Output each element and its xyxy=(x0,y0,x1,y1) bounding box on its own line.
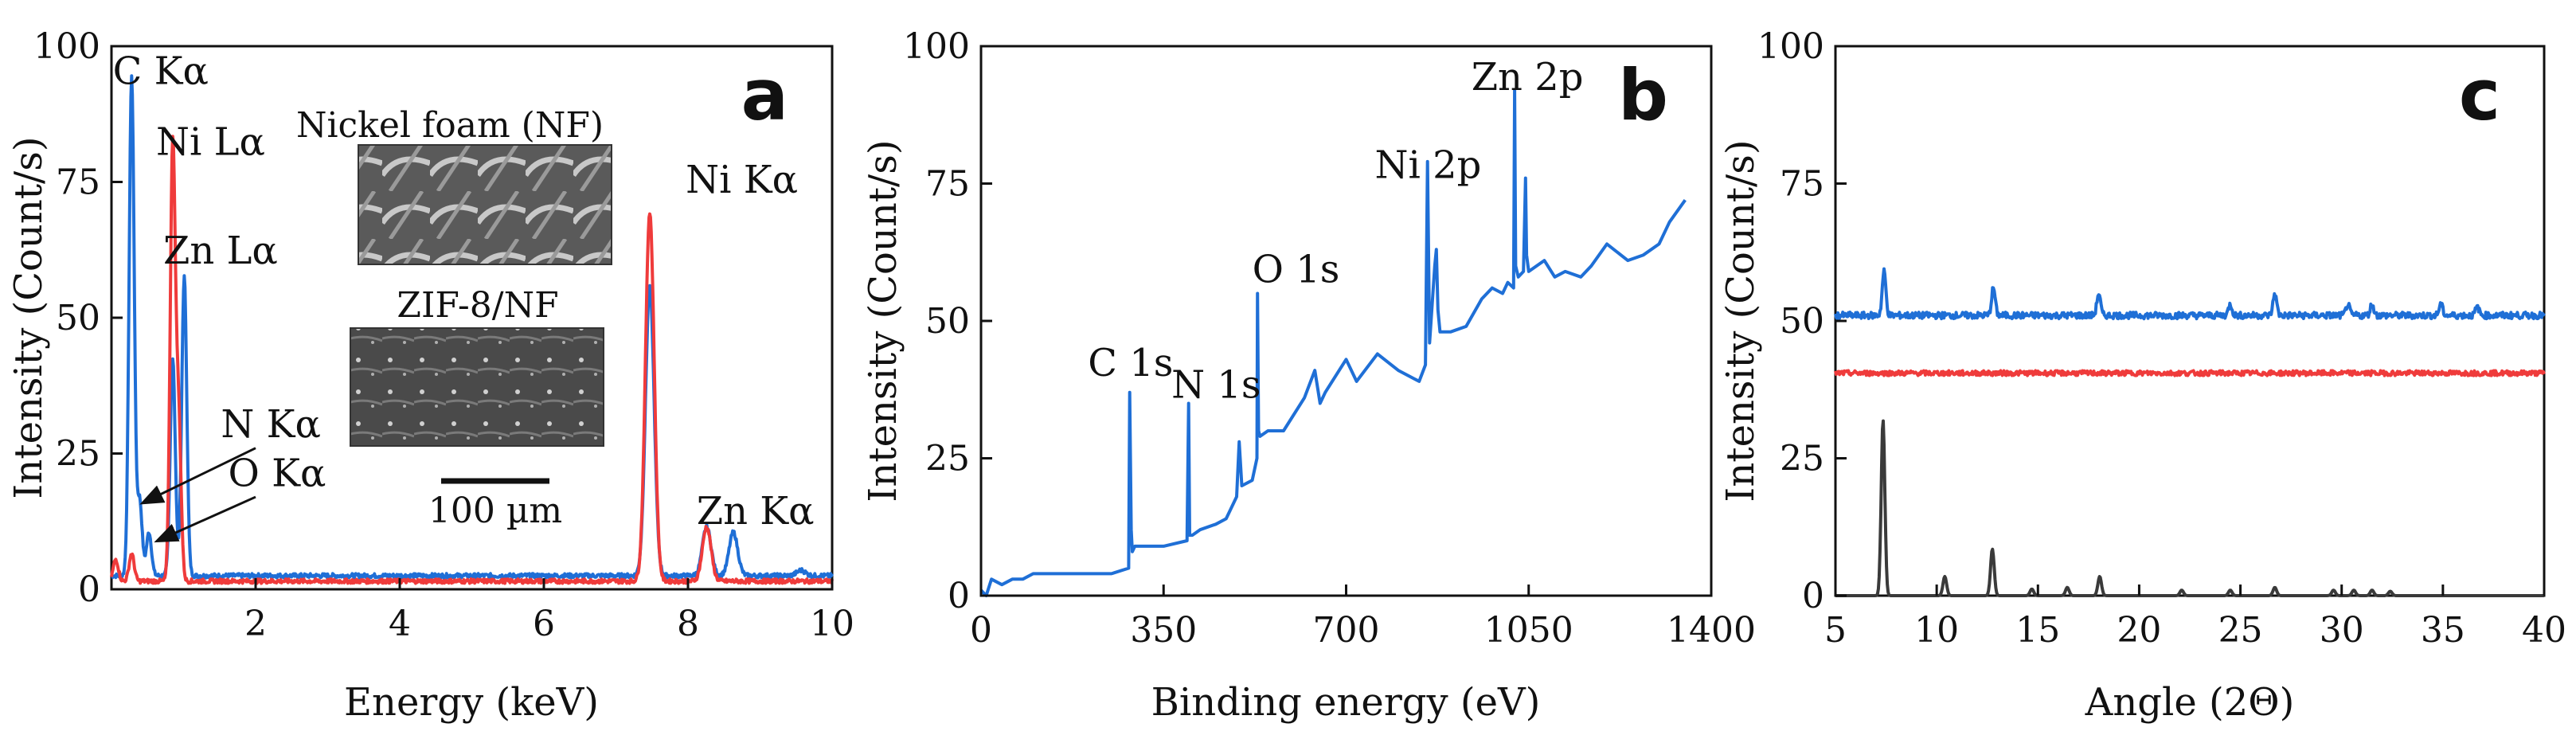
panel-b-series-group xyxy=(979,88,1687,597)
panel-c-chart: 5 10 15 20 25 30 35 40 0 25 50 75 100 Angle (2Θ) In… xyxy=(1718,26,2566,725)
sem-image-nickel-foam xyxy=(358,144,612,265)
peak-annotation: O 1s xyxy=(1253,248,1340,292)
x-tick-label: 4 xyxy=(389,604,411,644)
series-line-1 xyxy=(1835,419,2545,597)
series-line-1 xyxy=(1834,369,2546,377)
x-tick-label: 20 xyxy=(2117,610,2161,651)
panel-c-plot-area xyxy=(1834,45,2546,597)
panel-a-arrows xyxy=(139,447,256,543)
y-tick-label: 25 xyxy=(925,439,970,479)
x-tick-label: 40 xyxy=(2522,610,2566,651)
x-tick-label: 0 xyxy=(970,610,992,651)
panel-b-annotations: C 1sN 1s O 1s Ni 2p Zn 2p xyxy=(1088,55,1583,407)
x-tick-label: 10 xyxy=(810,604,854,644)
series-line-xps xyxy=(979,88,1687,597)
x-tick-label: 2 xyxy=(244,604,267,644)
panel-b-y-ticks: 0 25 50 75 100 xyxy=(903,26,992,616)
peak-annotation: Zn 2p xyxy=(1472,55,1584,100)
panel-c-y-axis-label: Intensity (Count/s) xyxy=(1718,139,1763,502)
y-tick-label: 0 xyxy=(948,576,970,616)
series-line-1 xyxy=(1834,267,2546,321)
panel-b-label: b xyxy=(1618,54,1668,136)
panel-a-series-group xyxy=(110,74,834,585)
x-tick-label: 700 xyxy=(1313,610,1380,651)
y-tick-label: 75 xyxy=(1780,164,1824,205)
inset-caption-zif8-nf: ZIF-8/NF xyxy=(397,285,558,326)
peak-annotation: C Kα xyxy=(113,49,209,94)
panel-a-annotations: C Kα Ni Lα Zn Lα N KαO Kα Ni Kα Zn Kα xyxy=(113,49,815,534)
panel-c-y-ticks: 0 25 50 75 100 xyxy=(1757,26,1847,616)
panel-b-y-axis-label: Intensity (Count/s) xyxy=(861,139,905,502)
x-tick-label: 6 xyxy=(533,604,555,644)
panel-c-series-group xyxy=(1834,267,2546,597)
y-tick-label: 75 xyxy=(925,164,970,205)
annotation-arrow xyxy=(139,447,256,505)
panel-c-x-axis-label: Angle (2Θ) xyxy=(2085,680,2295,725)
y-tick-label: 100 xyxy=(1757,26,1824,67)
panel-a-inset: Nickel foam (NF) ZIF-8/NF 100 µm xyxy=(296,105,612,531)
panel-b-chart: 0 350 700 1050 1400 0 25 50 75 100 Binding energ… xyxy=(861,26,1756,725)
series-line-2 xyxy=(110,135,834,585)
y-tick-label: 25 xyxy=(56,434,100,475)
peak-annotation: Ni Kα xyxy=(686,158,798,202)
panel-a-y-axis-label: Intensity (Count/s) xyxy=(6,136,51,499)
y-tick-label: 0 xyxy=(1802,576,1824,616)
x-tick-label: 35 xyxy=(2421,610,2465,651)
x-tick-label: 30 xyxy=(2320,610,2364,651)
peak-annotation: Ni Lα xyxy=(156,119,265,164)
panel-a-x-ticks: 2 4 6 8 10 xyxy=(244,578,854,644)
peak-annotation: Ni 2p xyxy=(1375,143,1482,188)
peak-annotation: N Kα xyxy=(221,402,321,447)
panel-c-label: c xyxy=(2459,54,2500,136)
y-tick-label: 25 xyxy=(1780,439,1824,479)
y-tick-label: 0 xyxy=(78,569,100,610)
sem-image-zif8-nf xyxy=(350,327,604,447)
panel-a-x-axis-label: Energy (keV) xyxy=(344,680,599,725)
panel-c-x-ticks: 5 10 15 20 25 30 35 40 xyxy=(1824,585,2566,651)
inset-caption-nickel-foam: Nickel foam (NF) xyxy=(296,105,604,146)
peak-annotation: O Kα xyxy=(228,451,326,495)
y-tick-label: 50 xyxy=(56,298,100,338)
peak-annotation: N 1s xyxy=(1171,363,1261,408)
peak-annotation: Zn Lα xyxy=(163,229,278,273)
peak-annotation: Zn Kα xyxy=(697,489,815,534)
scale-bar-label: 100 µm xyxy=(428,491,562,531)
panel-b-x-axis-label: Binding energy (eV) xyxy=(1151,680,1541,725)
peak-annotation: C 1s xyxy=(1088,341,1173,385)
panel-a-chart: 2 4 6 8 10 0 25 50 75 100 Energy (keV) Intensity… xyxy=(6,26,854,725)
y-tick-label: 50 xyxy=(1780,301,1824,342)
y-tick-label: 100 xyxy=(903,26,970,67)
x-tick-label: 5 xyxy=(1824,610,1847,651)
panel-a-label: a xyxy=(741,54,788,136)
x-tick-label: 1050 xyxy=(1484,610,1573,651)
x-tick-label: 25 xyxy=(2218,610,2263,651)
x-tick-label: 350 xyxy=(1130,610,1197,651)
y-tick-label: 100 xyxy=(33,26,100,67)
x-tick-label: 8 xyxy=(677,604,699,644)
x-tick-label: 15 xyxy=(2015,610,2060,651)
panel-b-x-ticks: 0 350 700 1050 1400 xyxy=(970,585,1756,651)
x-tick-label: 1400 xyxy=(1667,610,1756,651)
y-tick-label: 50 xyxy=(925,301,970,342)
x-tick-label: 10 xyxy=(1914,610,1959,651)
annotation-arrow xyxy=(154,495,256,543)
y-tick-label: 75 xyxy=(56,162,100,203)
panel-b-plot-area xyxy=(979,45,1713,597)
panel-a-y-ticks: 0 25 50 75 100 xyxy=(33,26,123,610)
